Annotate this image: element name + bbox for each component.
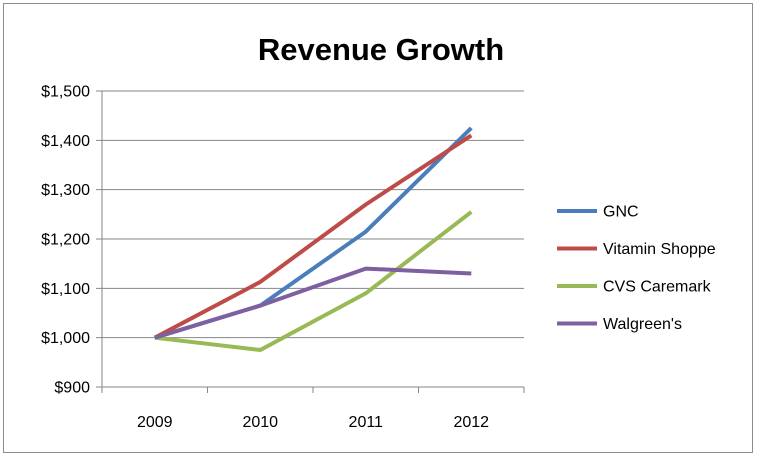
series-line-walgreen-s xyxy=(154,266,472,340)
series-lines xyxy=(153,126,473,352)
series-line-cvs-caremark xyxy=(154,210,473,352)
legend-label: Vitamin Shoppe xyxy=(603,241,716,258)
chart-title: Revenue Growth xyxy=(258,32,504,67)
axes xyxy=(101,91,525,393)
revenue-growth-chart: Revenue Growth $900 $1,000 $1,100 $1,200 $1,… xyxy=(41,32,716,431)
y-tick-label: $900 xyxy=(54,380,90,397)
legend-label: Walgreen's xyxy=(603,316,682,333)
gridlines xyxy=(96,90,524,388)
y-axis-tick-labels: $900 $1,000 $1,100 $1,200 $1,300 $1,400 $1,500 xyxy=(41,84,90,397)
x-tick-label: 2010 xyxy=(242,414,278,431)
x-tick-label: 2009 xyxy=(137,414,173,431)
legend-label: CVS Caremark xyxy=(603,279,712,296)
x-axis-tick-labels: 2009 2010 2011 2012 xyxy=(137,414,489,431)
legend-label: GNC xyxy=(603,204,639,221)
y-tick-label: $1,200 xyxy=(41,232,90,249)
y-tick-label: $1,100 xyxy=(41,281,90,298)
series-line-vitamin-shoppe xyxy=(153,133,473,340)
legend: GNC Vitamin Shoppe CVS Caremark Walgreen's xyxy=(557,204,716,333)
chart-frame: Revenue Growth $900 $1,000 $1,100 $1,200 $1,… xyxy=(3,3,753,453)
x-tick-label: 2012 xyxy=(453,414,489,431)
series-line-gnc xyxy=(154,126,473,340)
y-tick-label: $1,400 xyxy=(41,133,90,150)
y-tick-label: $1,500 xyxy=(41,84,90,101)
x-tick-label: 2011 xyxy=(349,414,384,431)
y-tick-label: $1,300 xyxy=(41,182,90,199)
y-tick-label: $1,000 xyxy=(41,330,90,347)
